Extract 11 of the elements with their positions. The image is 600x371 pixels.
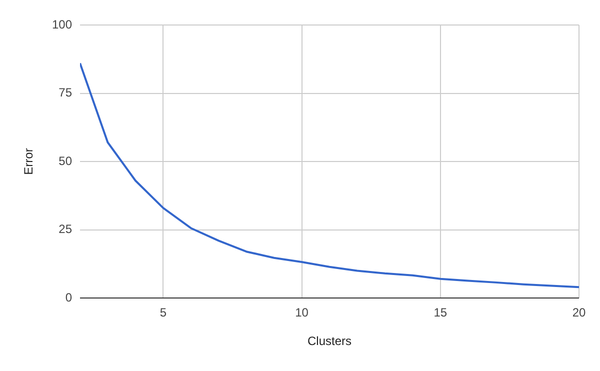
x-tick-label: 10 <box>295 306 309 320</box>
y-tick-label: 100 <box>52 17 72 32</box>
y-tick-label: 50 <box>58 154 72 168</box>
y-tick-label: 75 <box>58 86 72 100</box>
y-tick-label: 0 <box>65 290 72 304</box>
y-axis-title: Error <box>22 148 36 175</box>
x-axis-title: Clusters <box>307 334 352 348</box>
x-tick-label: 5 <box>160 306 167 320</box>
y-tick-label: 25 <box>58 222 72 236</box>
x-tick-label: 15 <box>434 306 448 320</box>
x-tick-label: 20 <box>572 306 586 320</box>
